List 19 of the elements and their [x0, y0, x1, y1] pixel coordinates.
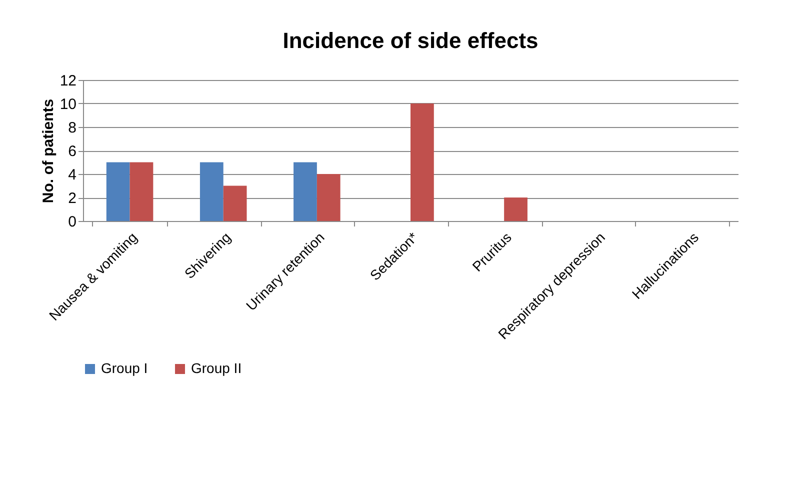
bar [200, 162, 224, 221]
y-tick-label: 0 [68, 214, 76, 230]
y-tick-label: 8 [68, 120, 76, 136]
legend-label: Group II [191, 360, 242, 376]
y-axis-title: No. of patients [40, 98, 57, 204]
bar [130, 162, 154, 221]
y-tick-label: 10 [60, 96, 76, 113]
legend-label: Group I [101, 360, 148, 376]
bar [106, 162, 130, 221]
bar [316, 174, 340, 221]
y-tick-label: 4 [68, 166, 76, 184]
chart-title: Incidence of side effects [282, 28, 538, 53]
y-tick-label: 6 [68, 143, 76, 160]
bar [410, 104, 434, 221]
bar [504, 198, 528, 221]
y-tick-label: 12 [60, 72, 76, 90]
bar [294, 162, 317, 221]
bar [223, 186, 247, 221]
y-tick-label: 2 [68, 190, 76, 207]
